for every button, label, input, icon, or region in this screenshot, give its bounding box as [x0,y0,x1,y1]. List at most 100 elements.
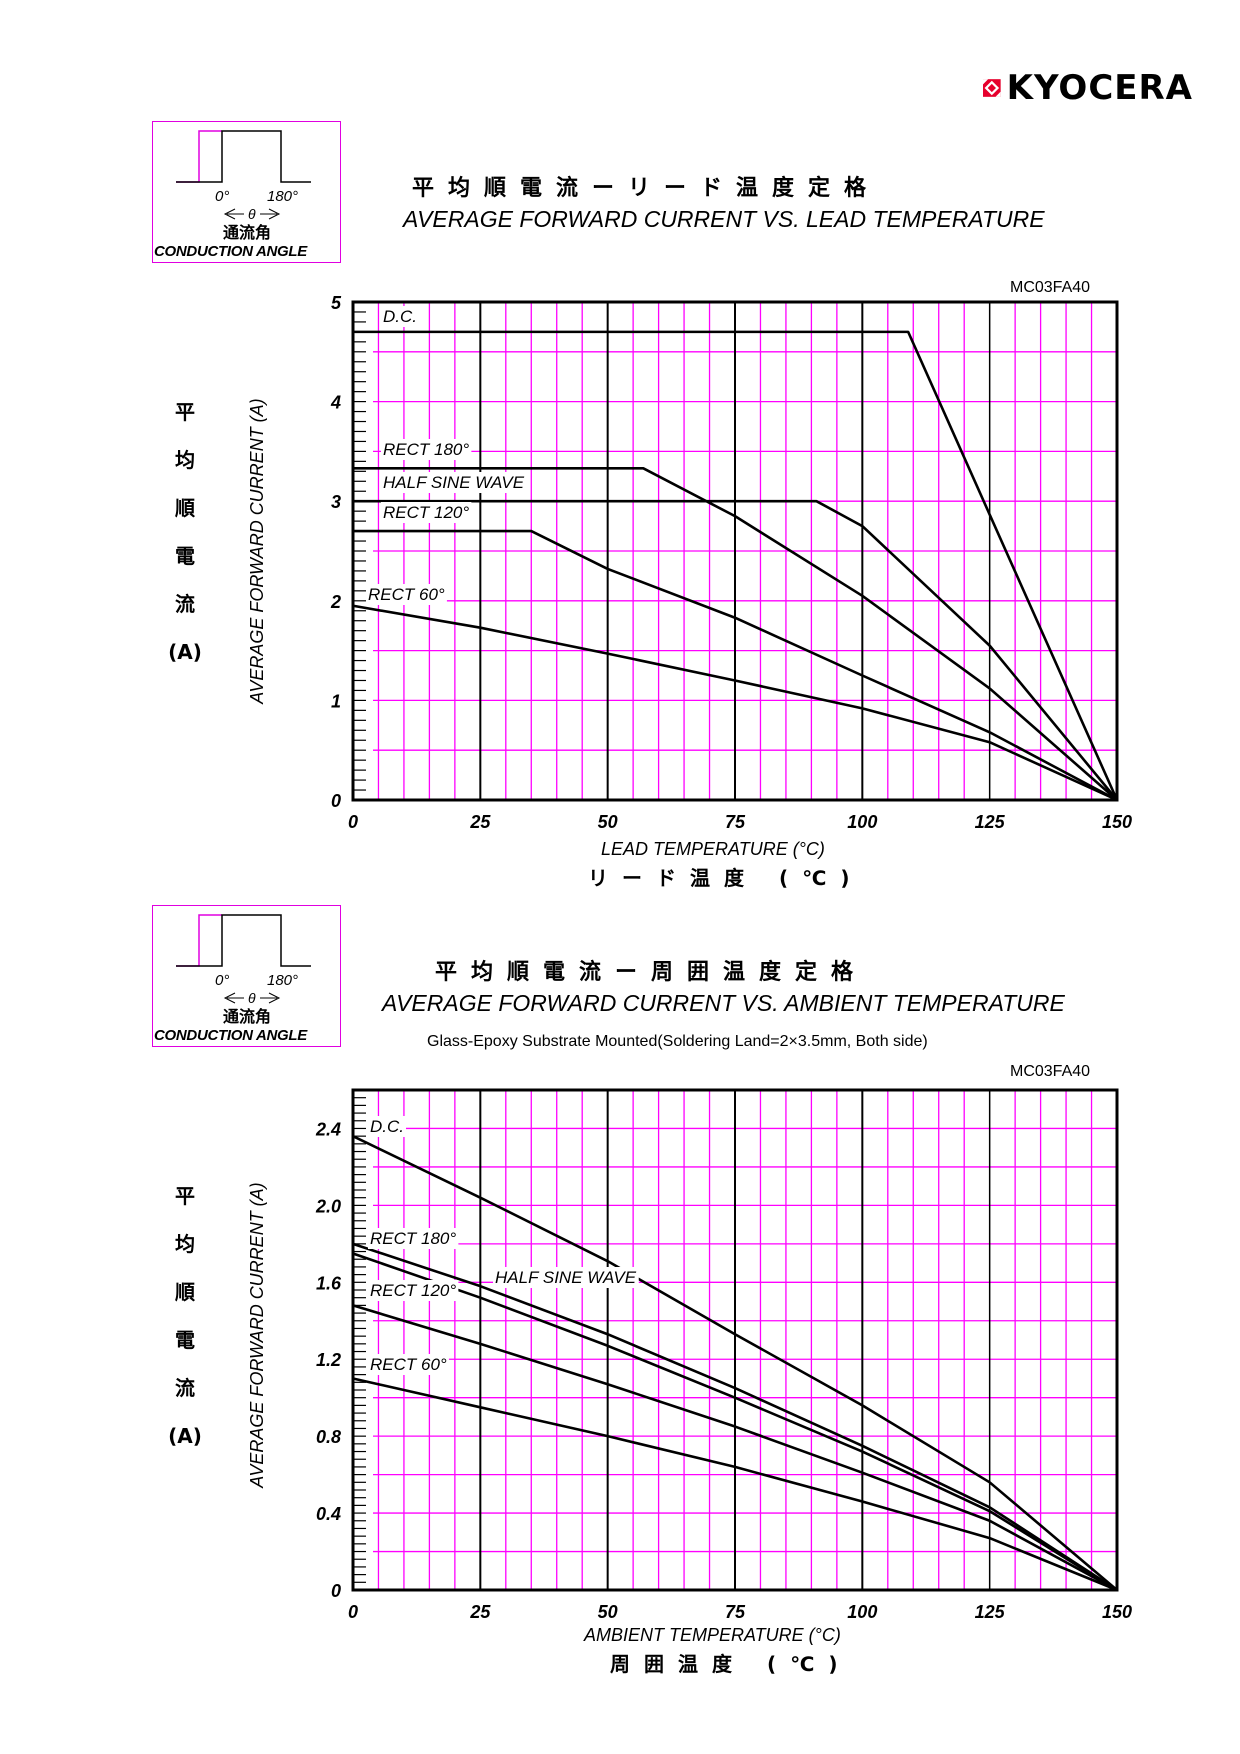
series-label: RECT 180° [370,1229,456,1248]
ylabel-jp-char: 平 [175,400,195,424]
series-line-rect-60- [352,604,1118,802]
conduction-label-en: CONDUCTION ANGLE [154,243,307,260]
series-label: D.C. [370,1117,404,1136]
ylabel-jp-char: 均 [175,448,195,472]
x-tick-label: 125 [975,1602,1006,1622]
y-tick-label: 2.4 [315,1119,341,1139]
y-tick-label: 1 [331,691,341,711]
conduction-angle-box-1: 0° 180° θ 通流角 CONDUCTION ANGLE [152,121,341,263]
y-tick-label: 4 [330,393,341,413]
chart1-title: AVERAGE FORWARD CURRENT VS. LEAD TEMPERA… [403,206,1045,232]
chart2-subtitle: Glass-Epoxy Substrate Mounted(Soldering … [427,1033,928,1050]
x-tick-label: 25 [469,1602,491,1622]
plot-frame [351,300,1119,802]
ylabel-jp-char: 電 [175,544,195,568]
x-tick-label: 150 [1102,812,1132,832]
kyocera-logo: KYOCERA [983,66,1193,110]
y-tick-label: 2.0 [315,1196,341,1216]
chart1-title-jp: 平均順電流ーリード温度定格 [412,176,881,201]
series-label-background [368,1228,459,1249]
brand-name: KYOCERA [1006,68,1193,108]
series-label-background [381,439,472,460]
chart2-title-jp: 平均順電流ー周囲温度定格 [435,960,868,985]
series-label: HALF SINE WAVE [383,473,525,492]
ylabel-jp-char: 流 [175,592,195,616]
conduction-label-jp: 通流角 [223,223,272,242]
series-line-half-sine-wave [353,499,1119,801]
series-label: HALF SINE WAVE [495,1268,637,1287]
series-label-background [381,306,419,327]
y-tick-label: 0 [331,791,341,811]
conduction-waveform-icon: 0° 180° θ [176,914,311,1006]
series-label-background [366,584,447,605]
y-tick-label: 2 [330,592,341,612]
x-tick-label: 100 [847,1602,877,1622]
series-label-background [381,472,527,493]
angle-0-label: 0° [215,972,229,989]
series-label: RECT 60° [368,585,445,604]
series-label: RECT 180° [383,440,469,459]
x-tick-label: 50 [598,1602,618,1622]
chart1-xlabel-jp: リード温度 (℃) [588,866,864,890]
chart2-title: AVERAGE FORWARD CURRENT VS. AMBIENT TEMP… [382,990,1065,1016]
series-label-background [368,1116,406,1137]
x-tick-label: 100 [847,812,877,832]
series-line-half-sine-wave [352,1252,1118,1592]
series-label: D.C. [383,307,417,326]
series-label-background [381,502,472,523]
series-label-background [368,1280,459,1301]
x-tick-label: 75 [725,1602,746,1622]
chart1-part-number: MC03FA40 [1010,279,1091,296]
conduction-label-en: CONDUCTION ANGLE [154,1027,307,1044]
x-tick-label: 25 [469,812,491,832]
chart1-xlabel: LEAD TEMPERATURE (°C) [601,839,825,859]
ylabel-jp-char: 平 [175,1184,195,1208]
ylabel-jp-char: (A) [168,1424,202,1448]
x-tick-label: 0 [348,812,358,832]
chart2-xlabel-jp: 周囲温度 (℃) [610,1652,852,1676]
ylabel-jp-char: (A) [168,640,202,664]
series-label-background [368,1354,449,1375]
chart2-part-number: MC03FA40 [1010,1063,1091,1080]
plot-frame [351,1088,1119,1592]
angle-180-label: 180° [267,188,298,205]
y-tick-label: 1.6 [316,1273,342,1293]
ylabel-jp-char: 電 [175,1328,195,1352]
conduction-label-jp: 通流角 [223,1007,272,1026]
chart2-ylabel-jp: 平 均 順 電 流 (A) [163,1184,207,1472]
x-tick-label: 75 [725,812,746,832]
chart1-ylabel-jp: 平 均 順 電 流 (A) [163,400,207,688]
y-tick-label: 3 [331,492,341,512]
series-label: RECT 120° [383,503,469,522]
x-tick-label: 150 [1102,1602,1132,1622]
ylabel-jp-char: 順 [175,496,195,520]
theta-label: θ [248,990,256,1006]
conduction-waveform-icon: 0° 180° θ [176,130,311,222]
series-label: RECT 60° [370,1355,447,1374]
series-line-rect-120- [353,529,1118,802]
x-tick-label: 125 [975,812,1006,832]
theta-label: θ [248,206,256,222]
y-tick-label: 0.4 [316,1504,341,1524]
y-tick-label: 1.2 [316,1350,341,1370]
series-line-rect-60- [352,1377,1118,1592]
series-line-d-c- [352,1134,1118,1591]
chart2-xlabel: AMBIENT TEMPERATURE (°C) [584,1625,841,1645]
ylabel-jp-char: 流 [175,1376,195,1400]
angle-180-label: 180° [267,972,298,989]
y-tick-label: 0.8 [316,1427,341,1447]
y-tick-label: 5 [331,293,342,313]
series-label: RECT 120° [370,1281,456,1300]
kyocera-logo-icon [983,79,1001,97]
ylabel-jp-char: 均 [175,1232,195,1256]
series-label-background [493,1267,639,1288]
series-line-d-c- [353,330,1119,801]
x-tick-label: 0 [348,1602,358,1622]
ylabel-jp-char: 順 [175,1280,195,1304]
y-tick-label: 0 [331,1581,341,1601]
series-line-rect-120- [352,1304,1118,1592]
series-line-rect-180- [352,1242,1118,1592]
angle-0-label: 0° [215,188,229,205]
